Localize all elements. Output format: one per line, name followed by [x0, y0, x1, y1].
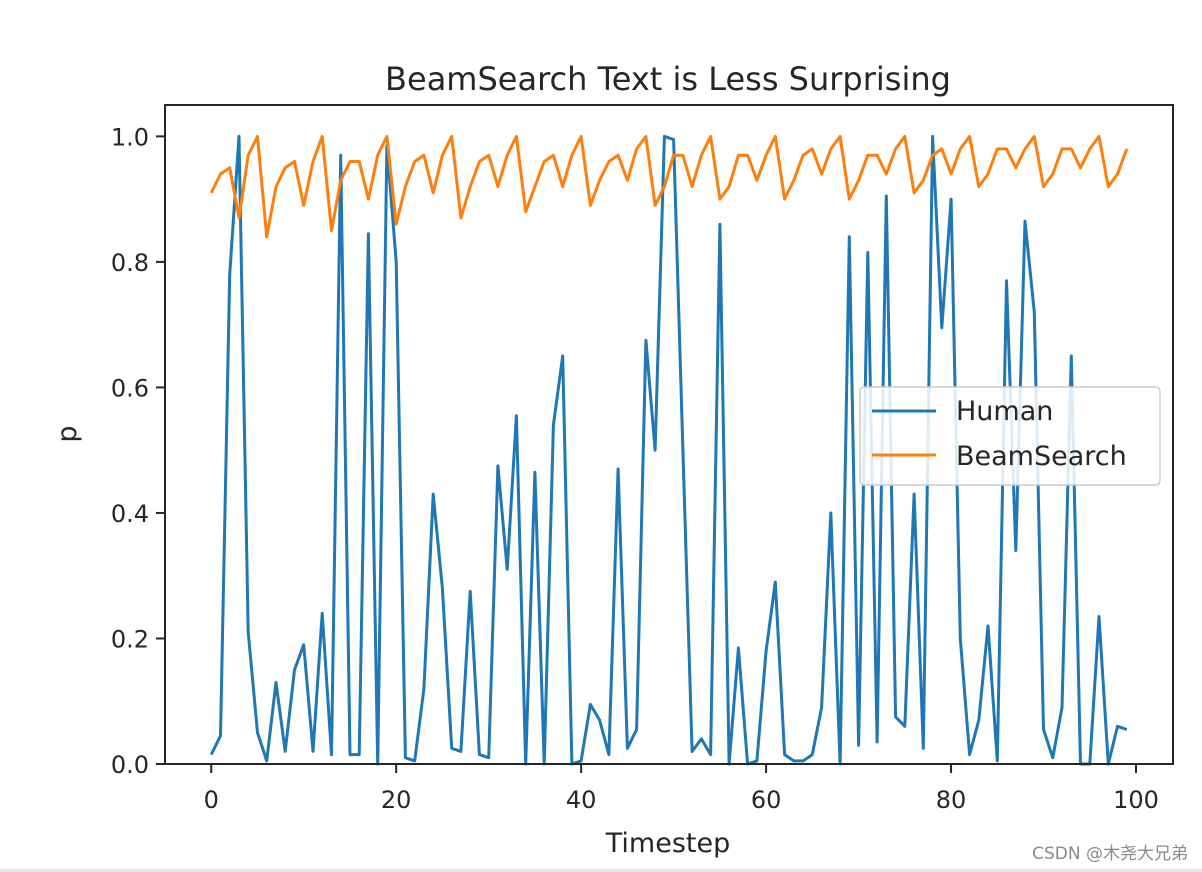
- y-tick-label: 0.8: [111, 249, 149, 277]
- x-tick-label: 80: [936, 786, 967, 814]
- legend-label-human: Human: [956, 396, 1053, 427]
- y-tick-label: 1.0: [111, 123, 149, 151]
- x-tick-label: 60: [751, 786, 782, 814]
- x-axis-label: Timestep: [605, 828, 730, 859]
- y-tick-label: 0.0: [111, 751, 149, 779]
- x-tick-label: 100: [1113, 786, 1159, 814]
- y-axis-label: p: [52, 425, 83, 442]
- series-line-human: [209, 134, 1128, 766]
- x-tick-label: 0: [204, 786, 219, 814]
- chart-title: BeamSearch Text is Less Surprising: [385, 60, 951, 98]
- x-tick-label: 40: [566, 786, 597, 814]
- watermark: CSDN @木尧大兄弟: [1032, 844, 1188, 864]
- plot-lines: [209, 134, 1129, 766]
- y-tick-label: 0.6: [111, 374, 149, 402]
- x-axis: 0 20 40 60 80 100: [204, 764, 1159, 814]
- x-tick-label: 20: [381, 786, 412, 814]
- y-tick-label: 0.4: [111, 500, 149, 528]
- y-tick-label: 0.2: [111, 625, 149, 653]
- legend: Human BeamSearch: [859, 386, 1161, 486]
- y-axis: 0.0 0.2 0.4 0.6 0.8 1.0: [111, 123, 165, 779]
- legend-label-beamsearch: BeamSearch: [956, 441, 1127, 472]
- plot-frame: [164, 104, 1174, 765]
- series-line-beamsearch: [209, 134, 1129, 239]
- bottom-divider: [0, 869, 1202, 872]
